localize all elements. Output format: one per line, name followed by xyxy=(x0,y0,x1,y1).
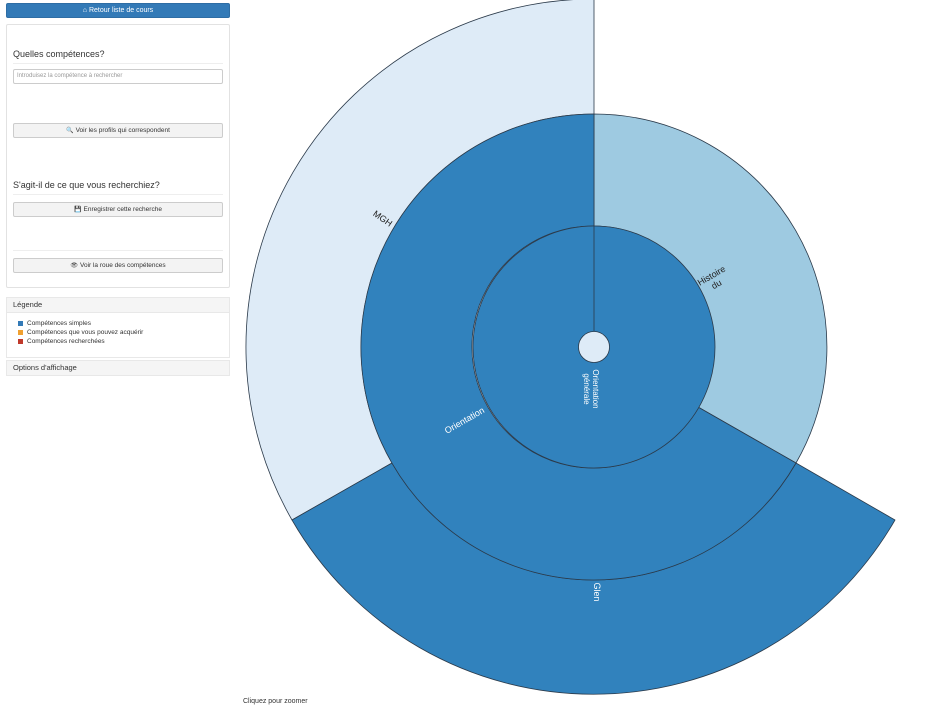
view-wheel-label: Voir la roue des compétences xyxy=(79,262,166,269)
wheel-label-center: Orientation générale xyxy=(582,369,600,408)
divider xyxy=(13,194,223,195)
save-icon: 💾 xyxy=(74,207,82,213)
view-profiles-button[interactable]: 🔍 Voir les profils qui correspondent xyxy=(13,123,223,138)
legend-body: Compétences simples Compétences que vous… xyxy=(6,313,230,358)
legend-swatch xyxy=(18,320,23,326)
legend-item: Compétences recherchées xyxy=(18,337,229,346)
sidebar: ⌂ Retour liste de cours Quelles compéten… xyxy=(6,3,230,376)
divider xyxy=(13,63,223,64)
save-search-button[interactable]: 💾 Enregistrer cette recherche xyxy=(13,202,223,217)
legend-item-label: Compétences recherchées xyxy=(27,338,105,345)
divider xyxy=(13,250,223,251)
wheel-segment-orientation[interactable] xyxy=(360,113,797,581)
legend-item-label: Compétences que vous pouvez acquérir xyxy=(27,329,144,336)
legend-item: Compétences que vous pouvez acquérir xyxy=(18,328,229,337)
wheel-label-glen: Glen xyxy=(592,582,602,601)
search-input-placeholder: Introduisez la compétence à rechercher xyxy=(17,73,123,79)
wheel-label-histoire-line2: du xyxy=(710,277,724,291)
legend-item-label: Compétences simples xyxy=(27,320,91,327)
legend-header[interactable]: Légende xyxy=(6,297,230,313)
back-to-courses-button[interactable]: ⌂ Retour liste de cours xyxy=(6,3,230,18)
wheel-label-center-line1: Orientation xyxy=(591,369,600,408)
wheel-center[interactable] xyxy=(578,331,610,363)
legend-item: Compétences simples xyxy=(18,319,229,328)
view-profiles-label: Voir les profils qui correspondent xyxy=(75,127,170,134)
competence-search-input[interactable]: Introduisez la compétence à rechercher xyxy=(13,69,223,84)
search-panel: Quelles compétences? Introduisez la comp… xyxy=(6,24,230,288)
view-wheel-button[interactable]: 👁 Voir la roue des compétences xyxy=(13,258,223,273)
display-options-header[interactable]: Options d'affichage xyxy=(6,360,230,376)
eye-icon: 👁 xyxy=(70,263,78,269)
zoom-hint: Cliquez pour zoomer xyxy=(243,698,308,705)
home-icon: ⌂ xyxy=(82,7,88,14)
legend-swatch xyxy=(18,338,23,344)
wheel-label-center-line2: générale xyxy=(582,373,591,405)
legend-panel: Légende Compétences simples Compétences … xyxy=(6,297,230,358)
search-title: Quelles compétences? xyxy=(13,49,105,59)
confirm-title: S'agit-il de ce que vous recherchiez? xyxy=(13,180,160,190)
save-search-label: Enregistrer cette recherche xyxy=(83,206,162,213)
search-icon: 🔍 xyxy=(66,128,74,134)
back-to-courses-label: Retour liste de cours xyxy=(88,7,154,14)
legend-swatch xyxy=(18,329,23,335)
